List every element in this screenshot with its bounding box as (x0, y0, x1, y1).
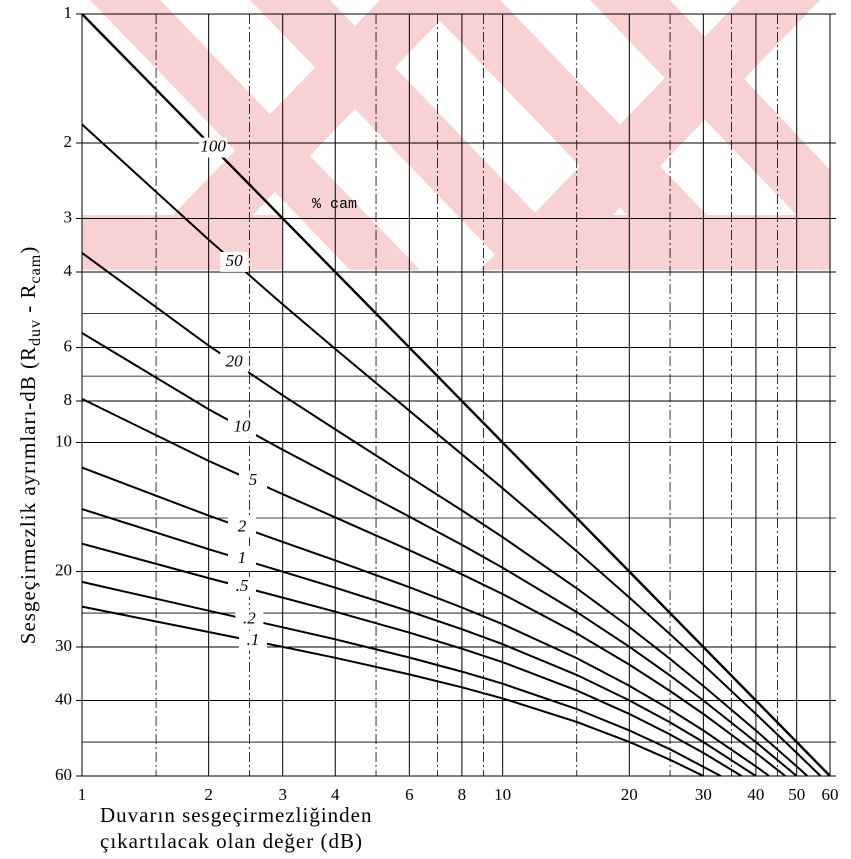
y-label-part: ) (16, 246, 40, 254)
series-label: .5 (236, 576, 249, 595)
x-tick-label: 6 (405, 785, 414, 804)
series-label: 100 (200, 137, 226, 156)
series-line (81, 542, 743, 777)
label-background (239, 630, 268, 651)
label-background (227, 576, 256, 597)
series-label: 20 (226, 352, 244, 371)
x-tick-label: 3 (278, 785, 287, 804)
series-label: 50 (226, 251, 244, 270)
y-label-sub: cam (27, 254, 44, 284)
series-line (81, 508, 757, 777)
y-tick-label: 1 (64, 3, 73, 22)
x-tick-label: 4 (331, 785, 340, 804)
y-tick-label: 60 (55, 765, 72, 784)
x-tick-label: 20 (621, 785, 638, 804)
y-tick-label: 20 (55, 560, 72, 579)
y-axis-label: Sesgeçirmezlik ayrımları-dB (Rduv - Rcam… (16, 246, 44, 644)
y-tick-label: 3 (64, 207, 73, 226)
annotation: % cam (312, 196, 357, 213)
series-line (81, 398, 786, 777)
x-tick-label: 2 (204, 785, 213, 804)
y-tick-label: 30 (55, 636, 72, 655)
label-background (227, 549, 256, 570)
series-label: 1 (238, 548, 247, 567)
y-tick-label: 8 (64, 390, 73, 409)
y-label-part: - R (16, 283, 40, 319)
series-line (81, 580, 722, 777)
series-label: 2 (238, 516, 247, 535)
x-tick-label: 8 (458, 785, 467, 804)
label-background (199, 137, 228, 158)
series-line (81, 332, 798, 777)
grid (76, 13, 836, 777)
series-label: 10 (233, 416, 251, 435)
x-tick-label: 40 (747, 785, 764, 804)
series-label: .2 (243, 609, 256, 628)
x-tick-label: 50 (788, 785, 805, 804)
y-label-part: Sesgeçirmezlik ayrımları-dB (R (16, 346, 40, 644)
y-tick-label: 4 (64, 261, 73, 280)
label-background (235, 609, 264, 630)
label-background (220, 251, 249, 272)
series-label: .1 (247, 630, 260, 649)
y-tick-label: 40 (55, 689, 72, 708)
x-axis-label: çıkartılacak olan değer (dB) (100, 829, 363, 853)
label-background (227, 517, 256, 538)
x-axis-label: Duvarın sesgeçirmezliğinden (100, 803, 373, 827)
label-background (239, 470, 268, 491)
y-tick-label: 2 (64, 132, 73, 151)
series-line (81, 252, 809, 777)
y-tick-label: 10 (55, 431, 72, 450)
x-tick-label: 10 (494, 785, 511, 804)
x-tick-label: 1 (78, 785, 87, 804)
label-background (227, 417, 256, 438)
y-label-sub: duv (27, 319, 44, 346)
x-tick-label: 30 (695, 785, 712, 804)
label-background (220, 352, 249, 373)
x-tick-label: 60 (822, 785, 839, 804)
y-tick-label: 6 (64, 336, 73, 355)
series-line (81, 123, 822, 777)
series-line (81, 466, 770, 777)
watermark (82, 0, 830, 270)
series-label: 5 (249, 470, 258, 489)
